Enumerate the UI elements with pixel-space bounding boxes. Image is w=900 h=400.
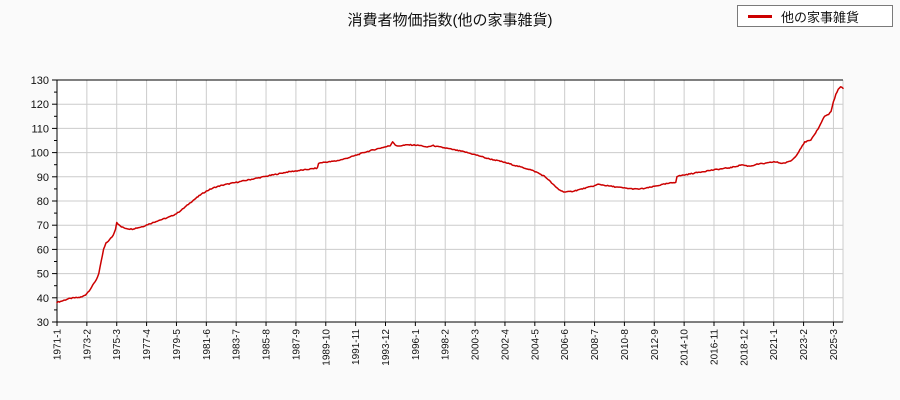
- chart-title: 消費者物価指数(他の家事雑貨): [347, 12, 553, 29]
- x-tick-label: 1985-8: [262, 329, 273, 361]
- y-tick-label: 50: [37, 269, 49, 281]
- x-tick-label: 2004-5: [530, 329, 541, 361]
- x-tick-label: 2023-2: [799, 329, 810, 361]
- x-tick-label: 1983-7: [232, 329, 243, 361]
- x-tick-label: 1971-1: [53, 329, 64, 361]
- y-tick-label: 60: [37, 244, 49, 256]
- x-tick-label: 1993-12: [381, 329, 392, 366]
- x-tick-label: 1979-5: [172, 329, 183, 361]
- y-tick-label: 70: [37, 220, 49, 232]
- x-tick-label: 1989-10: [321, 329, 332, 366]
- x-tick-label: 1996-1: [411, 329, 422, 361]
- x-tick-label: 1987-9: [291, 329, 302, 361]
- y-tick-label: 80: [37, 196, 49, 208]
- legend: 他の家事雑貨: [737, 5, 893, 27]
- y-tick-label: 130: [31, 75, 49, 87]
- x-tick-label: 2000-3: [471, 329, 482, 361]
- x-tick-label: 2018-12: [739, 329, 750, 366]
- x-tick-label: 2025-3: [829, 329, 840, 361]
- legend-line-icon: [748, 14, 772, 18]
- x-tick-label: 1975-3: [112, 329, 123, 361]
- x-tick-label: 2006-6: [560, 329, 571, 361]
- y-tick-label: 100: [31, 148, 49, 160]
- y-tick-label: 30: [37, 317, 49, 329]
- y-tick-label: 110: [31, 123, 49, 135]
- cpi-series-line: [56, 86, 844, 304]
- legend-label: 他の家事雑貨: [781, 9, 860, 25]
- x-tick-label: 1981-6: [202, 329, 213, 361]
- x-tick-label: 1973-2: [82, 329, 93, 361]
- y-tick-label: 120: [31, 99, 49, 111]
- x-tick-label: 1991-11: [351, 329, 362, 365]
- y-tick-label: 90: [37, 172, 49, 184]
- x-tick-label: 2012-9: [650, 329, 661, 361]
- x-tick-label: 2016-11: [709, 329, 720, 365]
- x-tick-label: 2010-8: [620, 329, 631, 361]
- x-tick-label: 2008-7: [590, 329, 601, 361]
- y-tick-label: 40: [37, 293, 49, 305]
- x-tick-label: 2021-1: [769, 329, 780, 361]
- x-tick-label: 2002-4: [500, 329, 511, 361]
- x-tick-label: 2014-10: [680, 329, 691, 366]
- x-tick-label: 1998-2: [441, 329, 452, 361]
- x-tick-label: 1977-4: [142, 329, 153, 361]
